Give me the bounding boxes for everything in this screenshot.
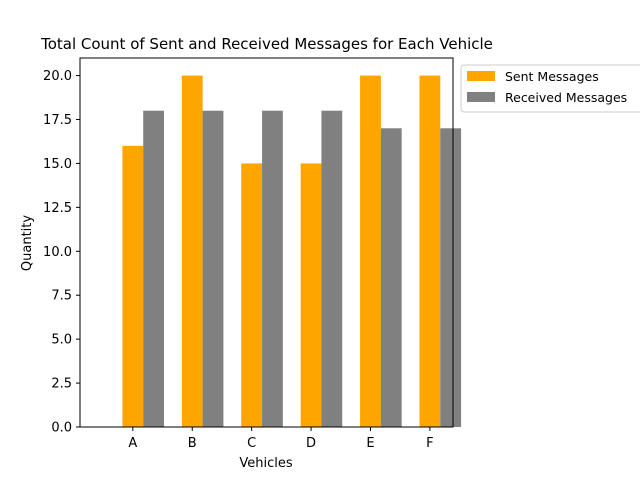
x-tick-label-d: D (306, 436, 316, 451)
chart-title: Total Count of Sent and Received Message… (40, 35, 493, 53)
x-tick-label-a: A (128, 436, 137, 451)
x-axis-label: Vehicles (239, 456, 292, 471)
x-tick-label-e: E (366, 436, 374, 451)
y-tick-label: 2.5 (51, 377, 72, 392)
x-tick-label-b: B (188, 436, 197, 451)
x-tick-label-f: F (426, 436, 433, 451)
bar-received-a (143, 110, 165, 427)
y-axis-label: Quantity (20, 215, 35, 271)
axes-group: 0.0 2.5 5.0 7.5 10.0 12.5 15.0 17.5 20.0 A B C D E F (43, 57, 454, 451)
y-tick-label: 0.0 (51, 421, 72, 436)
legend-label-sent: Sent Messages (505, 69, 599, 84)
y-tick-label: 12.5 (43, 201, 72, 216)
bar-sent-c (241, 163, 263, 427)
y-tick-label: 5.0 (51, 333, 72, 348)
bar-sent-e (360, 75, 381, 428)
legend-swatch-received (467, 92, 495, 102)
bar-sent-d (300, 163, 322, 427)
legend-box (460, 64, 640, 113)
plot-frame (79, 57, 454, 428)
y-tick-label: 20.0 (43, 69, 72, 84)
bars-group (122, 75, 462, 428)
y-tick-label: 7.5 (51, 289, 72, 304)
bar-received-d (321, 110, 343, 427)
legend: Sent Messages Received Messages (460, 64, 640, 113)
bar-sent-b (181, 75, 203, 428)
bar-received-c (262, 110, 283, 427)
y-tick-label: 17.5 (43, 113, 72, 128)
x-tick-label-c: C (247, 436, 256, 451)
y-tick-label: 15.0 (43, 157, 72, 172)
legend-swatch-sent (467, 71, 495, 81)
bar-received-f (440, 128, 462, 428)
bar-sent-f (419, 75, 441, 428)
y-tick-label: 10.0 (43, 245, 72, 260)
bar-received-b (202, 110, 224, 427)
legend-label-received: Received Messages (505, 90, 627, 105)
bar-received-e (380, 128, 402, 428)
bar-sent-a (122, 145, 144, 427)
